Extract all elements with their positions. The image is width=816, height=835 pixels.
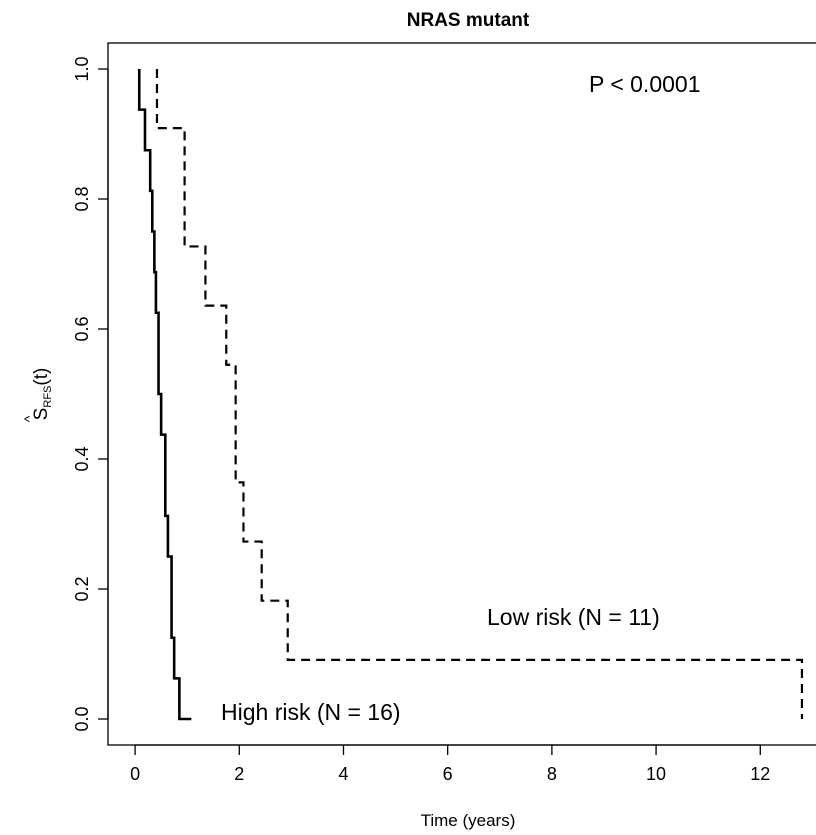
y-tick-label: 0.2 bbox=[72, 576, 92, 601]
p-value-annotation: P < 0.0001 bbox=[589, 71, 701, 97]
x-tick-label: 0 bbox=[130, 764, 140, 784]
y-axis-label-tail: (t) bbox=[31, 368, 52, 386]
low-risk-curve bbox=[155, 69, 804, 719]
svg-text:SRFS(t): SRFS(t) bbox=[31, 368, 54, 421]
low-risk-label: Low risk (N = 11) bbox=[487, 604, 660, 630]
x-tick-label: 6 bbox=[443, 764, 453, 784]
y-tick-label: 0.8 bbox=[72, 186, 92, 211]
y-axis-label-hat: ^ bbox=[21, 415, 37, 422]
x-tick-label: 2 bbox=[234, 764, 244, 784]
x-tick-label: 12 bbox=[750, 764, 770, 784]
x-tick-label: 8 bbox=[547, 764, 557, 784]
y-tick-label: 1.0 bbox=[72, 56, 92, 81]
chart-title: NRAS mutant bbox=[407, 10, 530, 31]
x-tick-label: 4 bbox=[338, 764, 348, 784]
series-layer bbox=[137, 69, 804, 721]
y-tick-label: 0.0 bbox=[72, 706, 92, 731]
y-axis-label-main: S bbox=[31, 408, 52, 421]
high-risk-label: High risk (N = 16) bbox=[221, 699, 401, 725]
y-axis: 0.0 0.2 0.4 0.6 0.8 1.0 bbox=[72, 56, 109, 732]
x-axis-label: Time (years) bbox=[421, 811, 516, 830]
y-axis-label: SRFS(t) ^ bbox=[21, 368, 54, 423]
high-risk-curve bbox=[137, 69, 192, 721]
y-tick-label: 0.6 bbox=[72, 316, 92, 341]
y-axis-label-sub: RFS bbox=[42, 386, 54, 408]
x-tick-label: 10 bbox=[646, 764, 666, 784]
y-tick-label: 0.4 bbox=[72, 446, 92, 471]
x-axis: 0 2 4 6 8 10 12 bbox=[130, 744, 770, 784]
plot-frame bbox=[107, 42, 816, 746]
